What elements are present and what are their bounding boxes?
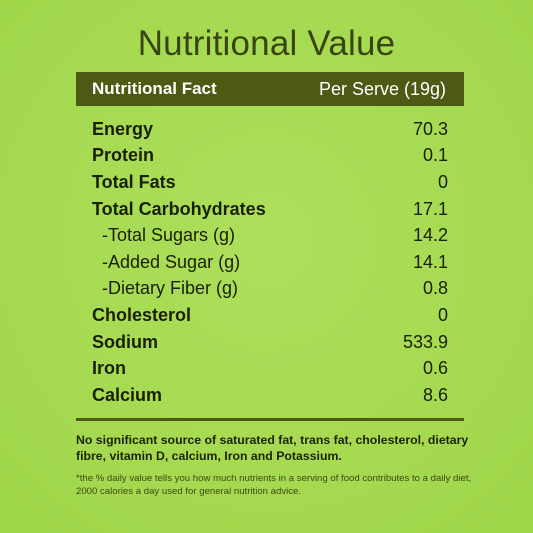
row-label: Iron — [92, 358, 126, 379]
row-value: 8.6 — [422, 384, 448, 405]
table-row-energy: Energy 70.3 — [92, 116, 448, 143]
table-row-added-sugar: -Added Sugar (g) 14.1 — [92, 249, 448, 276]
nutrition-table: Energy 70.3 Protein 0.1 Total Fats 0 Tot… — [92, 116, 448, 409]
table-row-iron: Iron 0.6 — [92, 355, 448, 382]
table-row-total-fats: Total Fats 0 — [92, 169, 448, 196]
table-row-dietary-fiber: -Dietary Fiber (g) 0.8 — [92, 276, 448, 303]
table-row-cholesterol: Cholesterol 0 — [92, 302, 448, 329]
row-value: 0.8 — [422, 278, 448, 299]
row-value: 70.3 — [412, 118, 448, 139]
row-value: 14.1 — [412, 251, 448, 272]
row-value: 17.1 — [412, 198, 448, 219]
row-label: -Dietary Fiber (g) — [102, 278, 239, 299]
row-value: 533.9 — [402, 331, 448, 352]
row-label: Cholesterol — [92, 304, 192, 325]
row-label: -Total Sugars (g) — [102, 225, 236, 246]
table-row-total-carbohydrates: Total Carbohydrates 17.1 — [92, 196, 448, 223]
row-label: Total Fats — [92, 171, 176, 192]
daily-value-footnote: *the % daily value tells you how much nu… — [76, 473, 472, 497]
row-label: Calcium — [92, 384, 163, 405]
disclaimer-note: No significant source of saturated fat, … — [76, 433, 469, 463]
row-value: 0.6 — [422, 358, 448, 379]
row-value: 0 — [437, 304, 448, 325]
row-value: 0 — [437, 171, 448, 192]
table-row-sodium: Sodium 533.9 — [92, 329, 448, 356]
row-label: Protein — [92, 145, 155, 166]
row-label: Sodium — [92, 331, 158, 352]
table-row-calcium: Calcium 8.6 — [92, 382, 448, 409]
row-label: Energy — [92, 118, 154, 139]
row-value: 0.1 — [422, 145, 448, 166]
row-label: Total Carbohydrates — [92, 198, 266, 219]
row-value: 14.2 — [412, 225, 448, 246]
table-header: Nutritional Fact Per Serve (19g) — [76, 72, 464, 106]
table-row-total-sugars: -Total Sugars (g) 14.2 — [92, 222, 448, 249]
table-divider — [76, 418, 464, 421]
header-per-serve: Per Serve (19g) — [318, 78, 446, 99]
row-label: -Added Sugar (g) — [102, 251, 241, 272]
header-nutritional-fact: Nutritional Fact — [92, 79, 217, 98]
table-row-protein: Protein 0.1 — [92, 143, 448, 170]
page-title: Nutritional Value — [137, 24, 396, 63]
